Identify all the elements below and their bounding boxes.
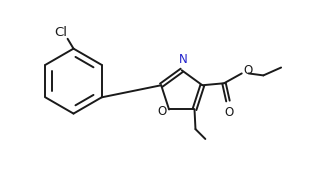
Text: N: N [178,53,187,66]
Text: O: O [244,64,253,77]
Text: Cl: Cl [54,26,67,39]
Text: O: O [157,105,167,118]
Text: O: O [224,106,233,119]
